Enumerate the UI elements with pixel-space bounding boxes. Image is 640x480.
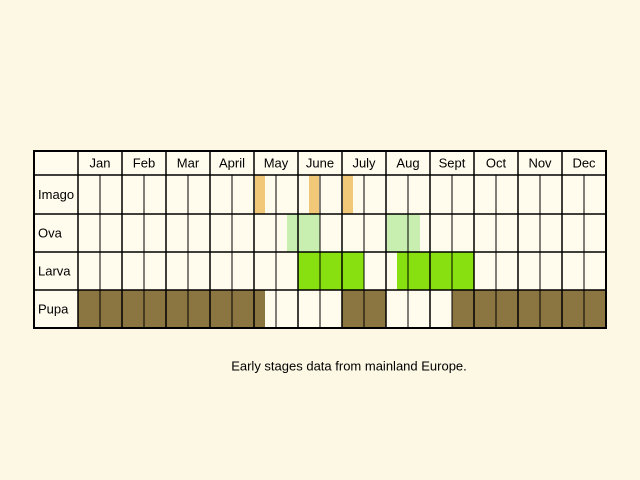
month-label: Jan <box>90 155 111 170</box>
table-border <box>33 150 607 329</box>
month-label: April <box>219 155 245 170</box>
stage-label: Pupa <box>38 301 69 316</box>
stage-label: Ova <box>38 225 63 240</box>
month-label: Oct <box>486 155 507 170</box>
month-label: Dec <box>572 155 596 170</box>
stage-period <box>397 252 474 290</box>
caption: Early stages data from mainland Europe. <box>231 358 467 373</box>
month-label: May <box>264 155 289 170</box>
month-label: Mar <box>177 155 200 170</box>
stage-label: Imago <box>38 187 74 202</box>
stage-period <box>287 214 320 252</box>
stage-period <box>255 175 265 214</box>
month-label: Sept <box>439 155 466 170</box>
stage-period <box>298 252 364 290</box>
stage-period <box>343 175 353 214</box>
month-label: Aug <box>396 155 419 170</box>
stage-period <box>78 290 265 328</box>
month-label: Nov <box>528 155 552 170</box>
month-label: July <box>352 155 376 170</box>
stage-label: Larva <box>38 263 71 278</box>
stage-period <box>452 290 606 328</box>
stage-period <box>387 214 420 252</box>
month-label: Feb <box>133 155 155 170</box>
stage-period <box>309 175 319 214</box>
month-label: June <box>306 155 334 170</box>
